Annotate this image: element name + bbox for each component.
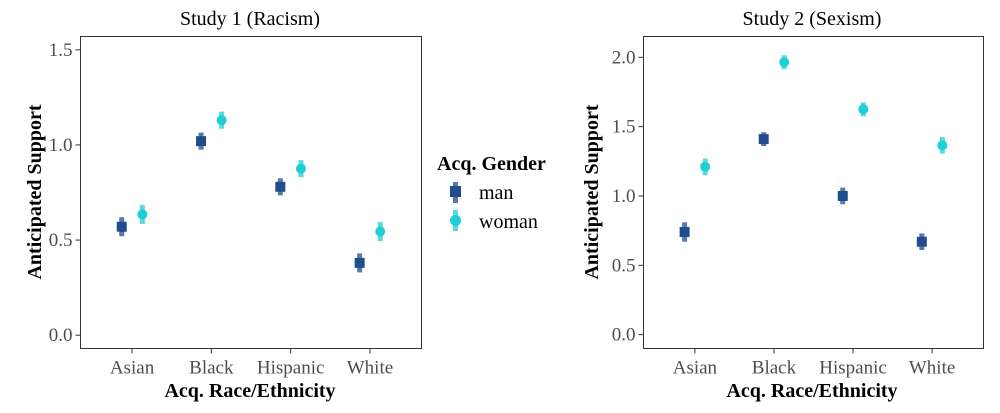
panel1-point-woman: [216, 115, 227, 126]
panel2-title: Study 2 (Sexism): [743, 8, 882, 30]
panel1-point-man: [354, 257, 365, 268]
panel2-ytick-label: 1.0: [612, 186, 636, 207]
panel1-point-man: [275, 181, 286, 192]
panel2-point-woman: [779, 57, 790, 68]
panel1-title: Study 1 (Racism): [180, 8, 320, 30]
legend-key-man-square: [450, 186, 461, 197]
legend-label-woman: woman: [479, 211, 538, 233]
panel2-point-woman: [858, 104, 869, 115]
panel2-point-woman: [700, 161, 711, 172]
panel2-point-man: [837, 190, 848, 201]
panel2-ytick-label: 0.0: [612, 325, 636, 346]
panel1-ytick-label: 1.0: [49, 135, 73, 156]
panel2-xtick-label: Hispanic: [819, 358, 887, 379]
panel2-xtick-label: Black: [752, 358, 797, 379]
panel2-point-woman: [937, 140, 948, 151]
legend-label-man: man: [479, 182, 513, 204]
legend-item-woman: woman: [450, 210, 538, 233]
panel2-xlabel: Acq. Race/Ethnicity: [726, 380, 897, 402]
panel1-y-axis: 0.0 0.5 1.0 1.5: [49, 40, 81, 346]
panel2-border: [643, 36, 984, 349]
panel1-xtick-label: Black: [189, 358, 234, 379]
panel1-point-woman: [375, 226, 386, 237]
panel1-point-man: [116, 221, 127, 232]
panel1-border: [80, 36, 422, 349]
legend-key-woman-circle: [450, 215, 461, 226]
panel2-ytick-label: 1.5: [612, 117, 636, 138]
panel2-marks: [679, 55, 948, 251]
panel1-xtick-label: Asian: [110, 358, 155, 379]
legend-title: Acq. Gender: [437, 153, 546, 175]
panel2-ytick-label: 2.0: [612, 47, 636, 68]
legend-item-man: man: [450, 182, 513, 204]
panel1-marks: [116, 111, 386, 273]
panel2-y-axis: 0.0 0.5 1.0 1.5 2.0: [612, 47, 644, 346]
panel1-xtick-label: Hispanic: [257, 358, 325, 379]
panel1-point-woman: [295, 163, 306, 174]
panel2-point-man: [679, 227, 690, 238]
panel2-ylabel: Anticipated Support: [581, 104, 603, 279]
panel1-point-woman: [137, 209, 148, 220]
legend: Acq. Gender man woman: [437, 153, 546, 233]
panel1-ylabel: Anticipated Support: [24, 104, 46, 279]
panel1-ytick-label: 0.0: [49, 325, 73, 346]
panel2-point-man: [916, 236, 927, 247]
panel2-xtick-label: White: [909, 358, 955, 379]
panel-study2: Study 2 (Sexism) Anticipated Support Acq…: [581, 8, 984, 402]
panel1-ytick-label: 1.5: [49, 40, 73, 61]
panel1-xlabel: Acq. Race/Ethnicity: [164, 380, 335, 402]
panel2-ytick-label: 0.5: [612, 255, 636, 276]
panel1-x-axis: Asian Black Hispanic White: [110, 348, 393, 379]
panel1-point-man: [196, 136, 207, 147]
panel1-ytick-label: 0.5: [49, 230, 73, 251]
panel-study1: Study 1 (Racism) Anticipated Support Acq…: [24, 8, 422, 402]
panel2-x-axis: Asian Black Hispanic White: [673, 348, 955, 379]
panel2-point-man: [758, 134, 769, 145]
panel1-xtick-label: White: [347, 358, 393, 379]
panel2-xtick-label: Asian: [673, 358, 718, 379]
